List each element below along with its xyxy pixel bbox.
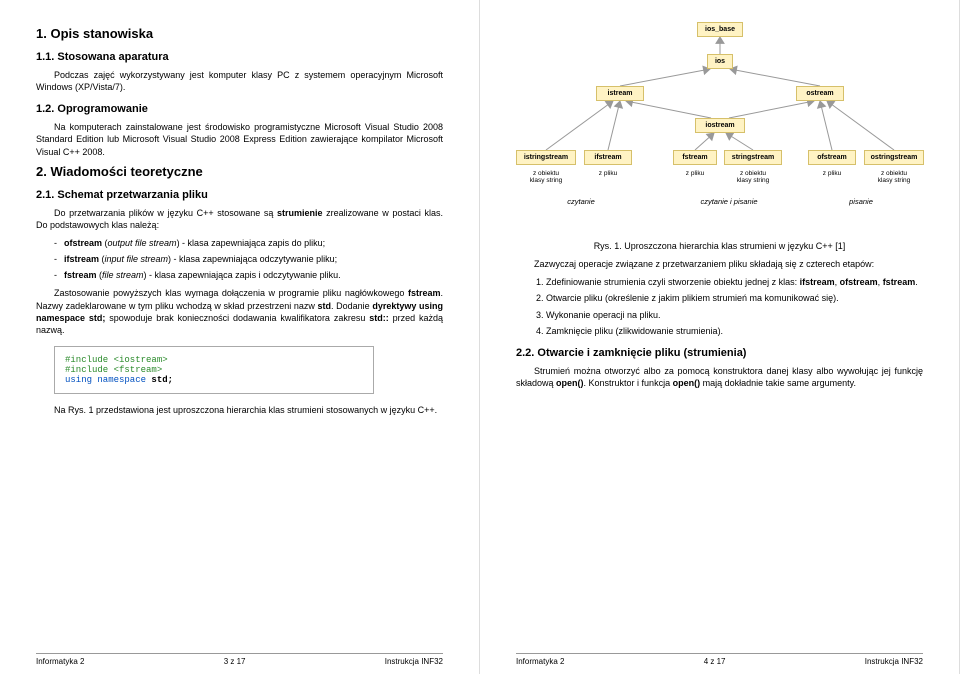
li1c: output file stream: [108, 238, 177, 248]
box-ifstream: ifstream: [584, 150, 632, 165]
footL: Informatyka 2: [36, 657, 84, 666]
li-ofstream: ofstream (output file stream) - klasa za…: [54, 237, 443, 249]
step-2: Otwarcie pliku (określenie z jakim pliki…: [546, 292, 923, 304]
page-right: ios_baseios istream ostream iostream istring…: [480, 0, 960, 674]
box-ios: ios: [707, 54, 733, 69]
li-ifstream: ifstream (input file stream) - klasa zap…: [54, 253, 443, 265]
label-l4: z obiektuklasy string: [728, 170, 778, 184]
li1a: ofstream: [64, 238, 102, 248]
page-left-content: 1. Opis stanowiska 1.1. Stosowana aparat…: [36, 22, 443, 653]
diagram-caption: Rys. 1. Uproszczona hierarchia klas stru…: [516, 240, 923, 252]
label-l1: z obiektuklasy string: [521, 170, 571, 184]
li3c: file stream: [102, 270, 144, 280]
p2c: . Konstruktor i funkcja: [584, 378, 673, 388]
box-istream: istream: [596, 86, 644, 101]
p-otwarcie: Strumień można otworzyć albo za pomocą k…: [516, 365, 923, 389]
box-istringstream: istringstream: [516, 150, 576, 165]
box-ostream: ostream: [796, 86, 844, 101]
step-4: Zamknięcie pliku (zlikwidowanie strumien…: [546, 325, 923, 337]
h1-wiedza: 2. Wiadomości teoretyczne: [36, 164, 443, 179]
p4a: Zastosowanie powyższych klas wymaga dołą…: [54, 288, 408, 298]
li2d: ) - klasa zapewniająca odczytywanie plik…: [168, 254, 337, 264]
p4g: spowoduje brak konieczności dodawania kw…: [105, 313, 369, 323]
label-l6: z obiektuklasy string: [869, 170, 919, 184]
label-l2: z pliku: [589, 170, 627, 177]
box-ios_base: ios_base: [697, 22, 743, 37]
p2b: open(): [556, 378, 584, 388]
step-3: Wykonanie operacji na pliku.: [546, 309, 923, 321]
p4d: std: [318, 301, 332, 311]
p-oprog: Na komputerach zainstalowane jest środow…: [36, 121, 443, 157]
p-etapy: Zazwyczaj operacje związane z przetwarza…: [516, 258, 923, 270]
code3b: std;: [151, 375, 173, 385]
box-ofstream: ofstream: [808, 150, 856, 165]
p-aparatura: Podczas zajęć wykorzystywany jest komput…: [36, 69, 443, 93]
cat-c1: czytanie: [546, 197, 616, 206]
page-left: 1. Opis stanowiska 1.1. Stosowana aparat…: [0, 0, 480, 674]
code-block: #include <iostream> #include <fstream> u…: [54, 346, 374, 394]
p-schemat: Do przetwarzania plików w języku C++ sto…: [36, 207, 443, 231]
step-1: Zdefiniowanie strumienia czyli stworzeni…: [546, 276, 923, 288]
class-list: ofstream (output file stream) - klasa za…: [54, 237, 443, 281]
ol1f: fstream: [883, 277, 916, 287]
footRM: 4 z 17: [704, 657, 726, 666]
box-stringstream: stringstream: [724, 150, 782, 165]
footer-right: Informatyka 2 4 z 17 Instrukcja INF32: [516, 653, 923, 666]
cat-c2: czytanie i pisanie: [684, 197, 774, 206]
page-right-content: ios_baseios istream ostream iostream istring…: [516, 22, 923, 653]
p-zastosowanie: Zastosowanie powyższych klas wymaga dołą…: [36, 287, 443, 336]
ol1a: Zdefiniowanie strumienia czyli stworzeni…: [546, 277, 800, 287]
li3a: fstream: [64, 270, 97, 280]
p4b: fstream: [408, 288, 441, 298]
code2: #include <fstream>: [65, 365, 162, 375]
footM: 3 z 17: [224, 657, 246, 666]
ol1d: ofstream: [840, 277, 878, 287]
code1: #include <iostream>: [65, 355, 168, 365]
h2-schemat: 2.1. Schemat przetwarzania pliku: [36, 189, 443, 201]
code3a: using namespace: [65, 375, 151, 385]
footer-left: Informatyka 2 3 z 17 Instrukcja INF32: [36, 653, 443, 666]
p-narys: Na Rys. 1 przedstawiona jest uproszczona…: [36, 404, 443, 416]
li2a: ifstream: [64, 254, 99, 264]
li-fstream: fstream (file stream) - klasa zapewniają…: [54, 269, 443, 281]
p3a: Do przetwarzania plików w języku C++ sto…: [54, 208, 277, 218]
li3d: ) - klasa zapewniająca zapis i odczytywa…: [144, 270, 341, 280]
cat-c3: pisanie: [831, 197, 891, 206]
h2-aparatura: 1.1. Stosowana aparatura: [36, 51, 443, 63]
h2-otwarcie: 2.2. Otwarcie i zamknięcie pliku (strumi…: [516, 347, 923, 359]
p4h: std::: [369, 313, 389, 323]
footR: Instrukcja INF32: [385, 657, 443, 666]
p2d: open(): [673, 378, 701, 388]
box-iostream: iostream: [695, 118, 745, 133]
li1d: ) - klasa zapewniająca zapis do pliku;: [177, 238, 326, 248]
h1-opis: 1. Opis stanowiska: [36, 26, 443, 41]
class-hierarchy-diagram: ios_baseios istream ostream iostream istring…: [516, 22, 924, 232]
p4e: . Dodanie: [331, 301, 372, 311]
h2-oprog: 1.2. Oprogramowanie: [36, 103, 443, 115]
ol1b: ifstream: [800, 277, 835, 287]
label-l5: z pliku: [813, 170, 851, 177]
label-l3: z pliku: [676, 170, 714, 177]
footRR: Instrukcja INF32: [865, 657, 923, 666]
p3b: strumienie: [277, 208, 323, 218]
footRL: Informatyka 2: [516, 657, 564, 666]
li2c: input file stream: [105, 254, 169, 264]
ol1g: .: [915, 277, 918, 287]
box-ostringstream: ostringstream: [864, 150, 924, 165]
p2e: mają dokładnie takie same argumenty.: [700, 378, 856, 388]
steps-list: Zdefiniowanie strumienia czyli stworzeni…: [546, 276, 923, 337]
box-fstream: fstream: [673, 150, 717, 165]
